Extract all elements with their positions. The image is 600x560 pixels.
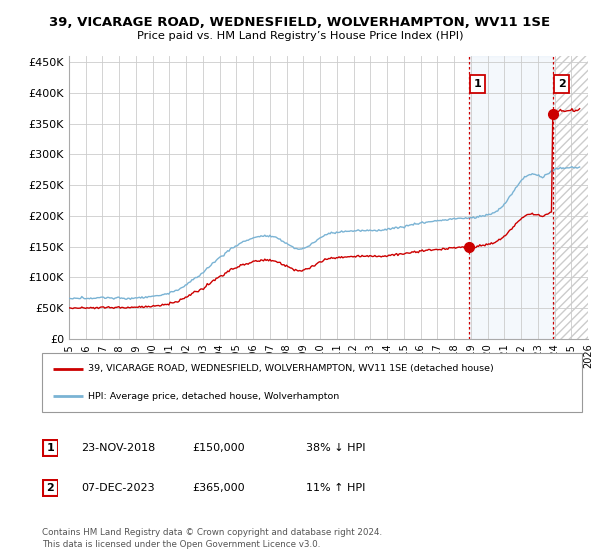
- Bar: [553, 56, 588, 339]
- Text: 2: 2: [558, 78, 566, 88]
- Text: £150,000: £150,000: [192, 443, 245, 453]
- Text: 1: 1: [473, 78, 481, 88]
- Text: £365,000: £365,000: [192, 483, 245, 493]
- FancyBboxPatch shape: [43, 440, 58, 456]
- Text: 2: 2: [46, 483, 54, 493]
- Text: 1: 1: [46, 443, 54, 453]
- FancyBboxPatch shape: [42, 353, 582, 412]
- Text: 39, VICARAGE ROAD, WEDNESFIELD, WOLVERHAMPTON, WV11 1SE (detached house): 39, VICARAGE ROAD, WEDNESFIELD, WOLVERHA…: [88, 364, 494, 373]
- Text: 38% ↓ HPI: 38% ↓ HPI: [306, 443, 365, 453]
- FancyBboxPatch shape: [43, 480, 58, 496]
- Text: Price paid vs. HM Land Registry’s House Price Index (HPI): Price paid vs. HM Land Registry’s House …: [137, 31, 463, 41]
- Text: 11% ↑ HPI: 11% ↑ HPI: [306, 483, 365, 493]
- Text: Contains HM Land Registry data © Crown copyright and database right 2024.
This d: Contains HM Land Registry data © Crown c…: [42, 528, 382, 549]
- Text: HPI: Average price, detached house, Wolverhampton: HPI: Average price, detached house, Wolv…: [88, 392, 339, 401]
- Text: 39, VICARAGE ROAD, WEDNESFIELD, WOLVERHAMPTON, WV11 1SE: 39, VICARAGE ROAD, WEDNESFIELD, WOLVERHA…: [49, 16, 551, 29]
- Bar: [469, 56, 553, 339]
- Text: 23-NOV-2018: 23-NOV-2018: [81, 443, 155, 453]
- Text: 07-DEC-2023: 07-DEC-2023: [81, 483, 155, 493]
